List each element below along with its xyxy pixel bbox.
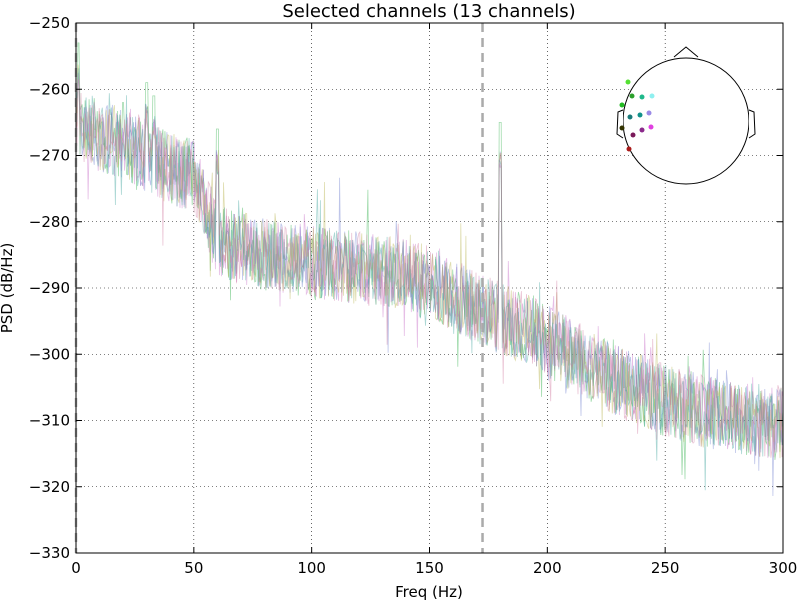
sensor-dot xyxy=(639,94,645,100)
y-tick-label: −270 xyxy=(29,147,70,165)
sensor-dot xyxy=(649,93,655,99)
sensor-layout-inset xyxy=(616,46,756,185)
x-tick-label: 300 xyxy=(769,559,798,577)
y-tick-label: −260 xyxy=(29,80,70,98)
sensor-dot xyxy=(619,125,625,131)
y-tick-label: −320 xyxy=(29,478,70,496)
chart-title: Selected channels (13 channels) xyxy=(282,1,575,22)
sensor-dot xyxy=(630,132,636,138)
x-axis-ticks: 0 50 100 150 200 250 300 xyxy=(71,23,797,577)
y-tick-label: −280 xyxy=(29,213,70,231)
y-tick-label: −310 xyxy=(29,412,70,430)
psd-trace xyxy=(75,78,784,458)
x-tick-label: 250 xyxy=(651,559,680,577)
sensor-dot xyxy=(646,110,652,116)
psd-trace xyxy=(75,42,784,480)
y-tick-label: −250 xyxy=(29,14,70,32)
grid-lines xyxy=(76,23,783,553)
sensor-dot xyxy=(627,114,633,120)
psd-traces xyxy=(75,42,784,497)
sensor-dot xyxy=(648,124,654,130)
y-tick-label: −290 xyxy=(29,279,70,297)
x-axis-label: Freq (Hz) xyxy=(395,583,463,600)
psd-trace xyxy=(75,73,784,458)
y-tick-label: −330 xyxy=(29,544,70,562)
x-tick-label: 150 xyxy=(415,559,444,577)
head-outline xyxy=(622,57,750,185)
right-ear-outline xyxy=(748,109,756,139)
x-tick-label: 100 xyxy=(297,559,326,577)
y-axis-label: PSD (dB/Hz) xyxy=(0,243,16,334)
left-ear-outline xyxy=(616,109,624,139)
psd-trace xyxy=(75,64,784,459)
nose-outline xyxy=(673,46,699,58)
x-tick-label: 0 xyxy=(71,559,81,577)
sensor-dot xyxy=(619,102,625,108)
sensor-dot xyxy=(629,93,635,99)
sensor-dots xyxy=(619,79,655,152)
sensor-dot xyxy=(625,79,631,85)
y-tick-label: −300 xyxy=(29,345,70,363)
sensor-dot xyxy=(639,127,645,133)
x-tick-label: 50 xyxy=(184,559,203,577)
psd-trace xyxy=(75,72,784,497)
psd-trace xyxy=(75,68,784,491)
y-axis-ticks: −330 −320 −310 −300 −290 −280 −270 −260 −250 xyxy=(29,14,783,562)
sensor-dot xyxy=(637,112,643,118)
sensor-dot xyxy=(626,146,632,152)
x-tick-label: 200 xyxy=(533,559,562,577)
